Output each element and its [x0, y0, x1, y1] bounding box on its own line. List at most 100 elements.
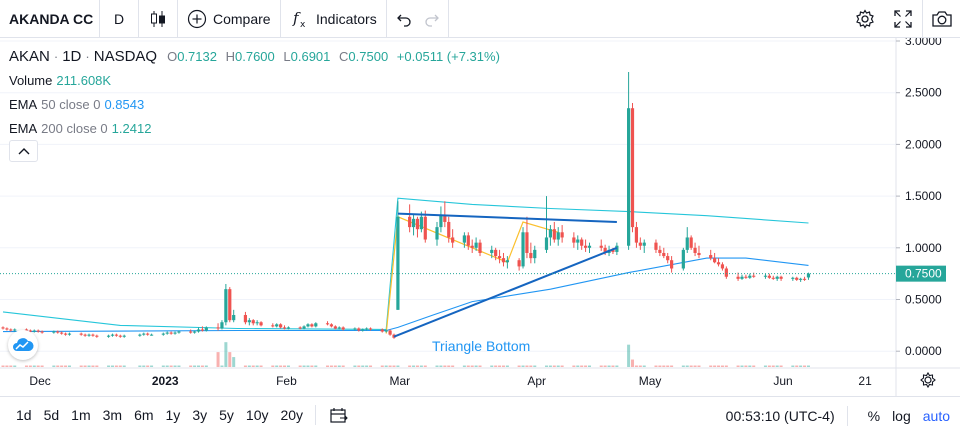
price-tick-label: 1.0000 — [905, 241, 942, 255]
candle-body — [411, 218, 416, 228]
chart-type-button[interactable] — [139, 0, 178, 38]
volume-bar — [189, 365, 193, 367]
axis-settings-gear-icon[interactable] — [920, 371, 936, 389]
candle-body — [361, 329, 365, 331]
range-1y[interactable]: 1y — [165, 407, 181, 423]
candle-body — [443, 214, 447, 222]
range-5y[interactable]: 5y — [219, 407, 234, 423]
candle-body — [560, 232, 564, 238]
price-chart[interactable]: Triangle Bottom 3.0000 2.5000 2.0000 1.5000… — [0, 38, 960, 396]
candle-body — [517, 260, 521, 267]
range-5d[interactable]: 5d — [43, 407, 60, 423]
legend-symbol[interactable]: AKAN — [9, 48, 50, 65]
candle-body — [556, 232, 560, 240]
volume-bar — [392, 365, 396, 367]
candle-body — [478, 242, 482, 253]
timezone-clock[interactable]: 00:53:10 (UTC-4) — [726, 405, 848, 426]
volume-bar — [118, 365, 122, 367]
candle-body — [752, 275, 756, 277]
log-toggle[interactable]: log — [892, 407, 911, 424]
volume-bar — [681, 365, 685, 367]
fullscreen-button[interactable] — [884, 0, 922, 38]
redo-icon[interactable] — [424, 11, 440, 27]
legend-collapse-button[interactable] — [9, 140, 38, 162]
snapshot-button[interactable] — [922, 0, 960, 38]
volume-bar — [435, 365, 439, 367]
volume-bar — [365, 365, 369, 367]
range-20y[interactable]: 20y — [280, 407, 304, 423]
price-tick-label: 0.5000 — [905, 293, 942, 307]
volume-bar — [60, 365, 64, 367]
volume-bar — [505, 365, 509, 367]
symbol-search[interactable]: AKANDA CC — [0, 0, 100, 38]
goto-date-button[interactable] — [324, 397, 354, 433]
candle-body — [791, 277, 795, 279]
range-6m[interactable]: 6m — [134, 407, 154, 423]
candle-body — [146, 333, 150, 335]
legend-ema200-row[interactable]: EMA 200 close 0 1.2412 — [9, 117, 505, 141]
candle-body — [544, 237, 549, 250]
candle-body — [161, 333, 165, 335]
indicators-button[interactable]: f x Indicators — [281, 0, 387, 38]
candle-body — [470, 245, 474, 248]
candle-body — [462, 235, 466, 243]
legend-volume-row[interactable]: Volume 211.608K — [9, 69, 505, 93]
undo-icon[interactable] — [396, 11, 412, 27]
candle-body — [681, 249, 685, 269]
range-3m[interactable]: 3m — [102, 407, 123, 423]
volume-bar — [169, 365, 173, 367]
volume-bar — [67, 365, 71, 367]
range-3y[interactable]: 3y — [192, 407, 208, 423]
candle-body — [353, 328, 357, 330]
candle-body — [142, 333, 146, 335]
range-10y[interactable]: 10y — [245, 407, 269, 423]
svg-text:x: x — [300, 20, 306, 29]
volume-bar — [396, 365, 400, 367]
volume-bar — [631, 359, 635, 367]
candle-body — [658, 249, 662, 253]
candle-body — [32, 330, 36, 332]
open-label: O — [167, 49, 178, 64]
volume-bar — [251, 365, 255, 367]
bottom-toolbar: 1d 5d 1m 3m 6m 1y 3y 5y 10y 20y 00:53:10… — [0, 396, 960, 433]
candle-body — [396, 216, 400, 310]
range-1d[interactable]: 1d — [16, 407, 32, 423]
volume-bar — [494, 365, 498, 367]
auto-toggle[interactable]: auto — [922, 407, 950, 424]
volume-bar — [243, 365, 247, 367]
volume-bar — [83, 365, 87, 367]
volume-value: 211.608K — [56, 73, 112, 88]
legend-ema50-row[interactable]: EMA 50 close 0 0.8543 — [9, 93, 505, 117]
volume-bar — [709, 365, 713, 367]
volume-bar — [110, 365, 114, 367]
candle-body — [79, 333, 83, 335]
percent-toggle[interactable]: % — [867, 407, 881, 424]
volume-bar — [775, 365, 779, 367]
volume-bar — [791, 365, 795, 367]
candle-body — [408, 216, 412, 228]
time-tick-label: Feb — [276, 374, 297, 388]
volume-bar — [146, 365, 150, 367]
candle-body — [118, 335, 122, 337]
candle-body — [603, 247, 607, 253]
range-1m[interactable]: 1m — [71, 407, 91, 423]
candle-body — [279, 324, 283, 328]
volume-bar — [329, 365, 333, 367]
compare-button[interactable]: Compare — [178, 0, 281, 38]
candle-body — [529, 252, 533, 259]
volume-bar — [439, 365, 443, 367]
volume-bar — [333, 365, 337, 367]
volume-bar — [122, 365, 126, 367]
volume-bar — [79, 365, 83, 367]
candle-body — [630, 108, 635, 228]
grid — [0, 40, 896, 352]
volume-bar — [638, 365, 642, 367]
trendline — [397, 212, 617, 223]
volume-bar — [795, 365, 799, 367]
interval-selector[interactable]: D — [100, 0, 139, 38]
volume-bar — [64, 365, 68, 367]
settings-button[interactable] — [846, 0, 884, 38]
candle-body — [748, 275, 752, 278]
plus-circle-icon — [187, 9, 207, 28]
legend-exchange: NASDAQ — [93, 48, 158, 65]
